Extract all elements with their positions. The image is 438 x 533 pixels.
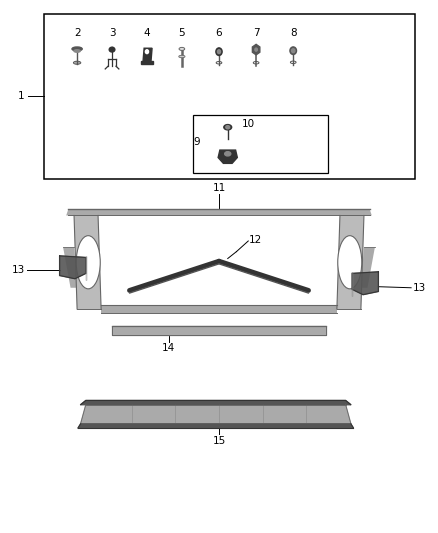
Ellipse shape xyxy=(225,152,231,156)
Text: 13: 13 xyxy=(413,283,427,293)
Text: 2: 2 xyxy=(74,28,81,38)
Text: 9: 9 xyxy=(193,136,200,147)
Polygon shape xyxy=(361,247,375,288)
Polygon shape xyxy=(81,400,351,405)
Ellipse shape xyxy=(292,49,295,53)
Ellipse shape xyxy=(224,125,232,130)
Polygon shape xyxy=(141,61,153,64)
Polygon shape xyxy=(143,48,152,62)
Ellipse shape xyxy=(76,236,100,289)
Ellipse shape xyxy=(72,47,82,51)
Polygon shape xyxy=(60,256,86,279)
Polygon shape xyxy=(337,215,364,309)
Polygon shape xyxy=(352,272,378,295)
Polygon shape xyxy=(218,150,237,164)
Polygon shape xyxy=(81,405,351,424)
Polygon shape xyxy=(78,424,353,428)
Text: 6: 6 xyxy=(215,28,223,38)
Polygon shape xyxy=(101,305,337,313)
Ellipse shape xyxy=(226,126,230,129)
Text: 5: 5 xyxy=(179,28,185,38)
Text: 7: 7 xyxy=(253,28,259,38)
Text: 14: 14 xyxy=(162,343,175,353)
Ellipse shape xyxy=(216,48,222,55)
Text: 1: 1 xyxy=(18,91,24,101)
Text: 8: 8 xyxy=(290,28,297,38)
Polygon shape xyxy=(63,247,77,288)
Ellipse shape xyxy=(179,55,185,58)
Ellipse shape xyxy=(255,48,258,51)
Text: 3: 3 xyxy=(109,28,115,38)
Ellipse shape xyxy=(217,50,221,54)
Ellipse shape xyxy=(75,62,79,64)
Ellipse shape xyxy=(109,47,115,52)
Text: 13: 13 xyxy=(11,265,25,275)
Polygon shape xyxy=(112,326,326,335)
Polygon shape xyxy=(252,44,260,55)
Text: 10: 10 xyxy=(242,119,255,129)
Polygon shape xyxy=(74,215,101,309)
Ellipse shape xyxy=(338,236,362,289)
Polygon shape xyxy=(66,209,372,215)
Text: 11: 11 xyxy=(212,183,226,193)
Text: 15: 15 xyxy=(212,435,226,446)
Text: 4: 4 xyxy=(144,28,150,38)
Ellipse shape xyxy=(145,50,148,54)
Ellipse shape xyxy=(290,47,297,54)
Ellipse shape xyxy=(179,47,185,51)
Text: 12: 12 xyxy=(249,235,262,245)
Ellipse shape xyxy=(74,50,80,52)
Bar xyxy=(193,115,328,173)
Bar xyxy=(44,14,416,179)
